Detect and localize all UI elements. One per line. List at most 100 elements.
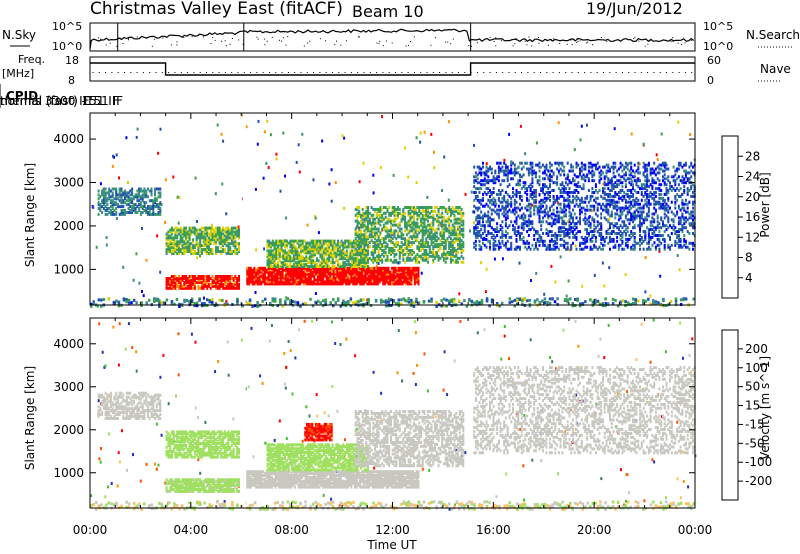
power-cell: [430, 241, 433, 245]
power-cell: [289, 257, 292, 261]
power-cell: [545, 198, 548, 202]
power-cell: [178, 252, 180, 255]
power-cell: [451, 258, 454, 262]
power-cell: [361, 254, 364, 258]
nsearch-dot: [526, 44, 528, 46]
power-cell: [352, 272, 355, 276]
power-cell: [382, 278, 385, 282]
power-cell: [411, 206, 414, 209]
power-cell: [216, 234, 219, 238]
power-cell: [473, 198, 476, 202]
power-cell: [405, 282, 408, 286]
power-cell: [366, 282, 369, 286]
power-cell: [374, 241, 377, 245]
power-cell: [450, 227, 452, 231]
power-cell: [416, 252, 419, 256]
power-cell: [346, 282, 349, 286]
power-ground-cell: [538, 301, 542, 305]
power-cell: [536, 247, 539, 251]
power-cell: [246, 282, 249, 286]
power-cell: [358, 221, 361, 225]
power-ground-cell: [541, 299, 544, 303]
power-noise-cell: [604, 302, 607, 305]
power-cell: [387, 268, 390, 272]
power-cell: [527, 204, 530, 208]
power-cell: [451, 241, 454, 245]
power-cell: [296, 239, 299, 243]
power-cell: [274, 268, 277, 272]
power-cell: [258, 272, 261, 276]
nsearch-dot: [586, 42, 588, 44]
power-cell: [301, 274, 303, 278]
power-cell: [313, 274, 316, 278]
power-noise-cell: [267, 166, 270, 170]
power-cell: [425, 239, 428, 243]
power-cell: [209, 250, 212, 253]
power-cell: [531, 191, 534, 194]
power-cell: [423, 252, 426, 256]
nsearch-dot: [98, 37, 99, 39]
power-cell: [322, 278, 325, 282]
power-cell: [211, 236, 214, 240]
power-cell: [494, 210, 497, 214]
power-cell: [381, 243, 384, 247]
power-cell: [420, 254, 422, 258]
power-cell: [473, 191, 476, 194]
power-cell: [188, 275, 191, 278]
power-cell: [407, 209, 410, 213]
power-cell: [263, 278, 266, 282]
power-cell: [298, 239, 301, 243]
power-cell: [251, 280, 254, 284]
power-cell: [341, 282, 344, 286]
power-ground-cell: [127, 298, 131, 302]
nsearch-dot: [238, 39, 240, 41]
power-cell: [320, 268, 323, 272]
power-cell: [550, 189, 553, 192]
power-cell: [513, 163, 516, 167]
power-cell: [227, 226, 230, 230]
power-cell: [420, 219, 422, 223]
power-cell: [354, 249, 357, 253]
power-cell: [320, 280, 323, 284]
power-cell: [229, 236, 232, 240]
power-cell: [529, 163, 532, 167]
power-cell: [222, 250, 225, 253]
power-cell: [174, 280, 177, 284]
power-cell: [448, 209, 451, 213]
power-cell: [317, 243, 320, 247]
power-cell: [229, 230, 232, 234]
power-cell: [406, 276, 409, 280]
power-cell: [427, 229, 429, 233]
power-cell: [504, 208, 507, 212]
power-cell: [536, 212, 539, 216]
power-cell: [113, 187, 116, 191]
power-cell: [215, 278, 217, 282]
power-cell: [538, 183, 541, 187]
power-cell: [483, 191, 486, 194]
power-cell: [209, 282, 212, 286]
power-cell: [356, 215, 359, 219]
power-cell: [412, 274, 415, 278]
power-cell: [204, 280, 207, 284]
power-cell: [492, 218, 495, 222]
nsearch-dot: [340, 44, 342, 46]
power-cell: [450, 241, 452, 245]
power-cell: [356, 243, 359, 247]
power-cell: [487, 187, 490, 191]
power-cell: [547, 192, 550, 196]
power-cell: [251, 270, 254, 274]
power-cell: [322, 274, 325, 278]
power-cell: [255, 272, 258, 276]
power-cell: [379, 209, 382, 213]
power-cell: [379, 247, 382, 250]
power-cell: [388, 211, 391, 215]
power-cell: [218, 230, 221, 234]
power-cell: [262, 280, 265, 284]
power-cell: [141, 189, 144, 193]
power-cell: [428, 225, 431, 229]
power-ground-cell: [543, 301, 547, 305]
power-cell: [368, 278, 370, 282]
power-cell: [311, 272, 314, 276]
power-ground-cell: [440, 299, 443, 303]
power-cell: [297, 274, 300, 278]
